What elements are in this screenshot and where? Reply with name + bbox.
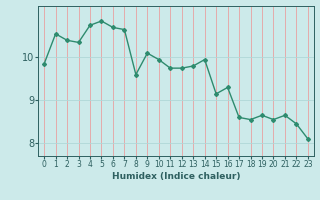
X-axis label: Humidex (Indice chaleur): Humidex (Indice chaleur) (112, 172, 240, 181)
